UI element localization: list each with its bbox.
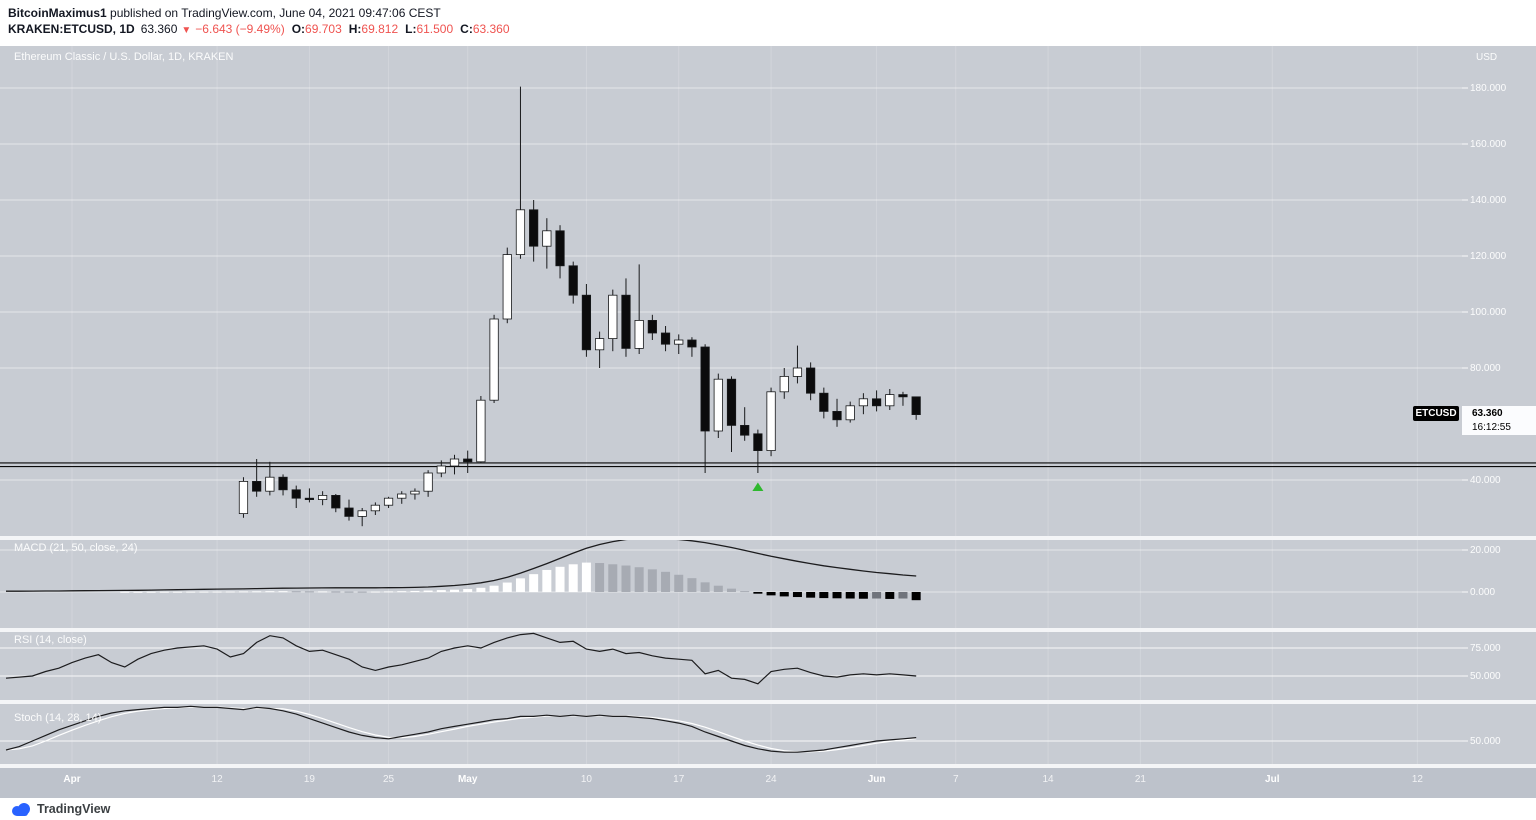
candle — [370, 504, 380, 512]
price-change: −6.643 (−9.49%) — [195, 22, 285, 36]
candle — [568, 265, 578, 296]
candle — [687, 339, 697, 348]
candle — [489, 318, 499, 401]
rsi-line — [5, 632, 917, 685]
symbol-title: KRAKEN:ETCUSD, 1D — [8, 22, 135, 36]
macd-line — [6, 540, 917, 592]
author-name[interactable]: BitcoinMaximus1 — [8, 6, 107, 20]
candle — [674, 339, 684, 345]
candle — [608, 294, 618, 340]
candle — [647, 319, 657, 334]
price-tag-countdown: 16:12:55 — [1472, 422, 1511, 433]
quote-line: KRAKEN:ETCUSD, 1D 63.360 ▼ −6.643 (−9.49%) O… — [8, 21, 1536, 39]
candle — [740, 424, 750, 436]
main-panel-title[interactable]: Ethereum Classic / U.S. Dollar, 1D, KRAK… — [14, 51, 234, 63]
candle — [832, 410, 842, 421]
candle — [660, 332, 671, 345]
candle — [581, 294, 592, 351]
published-text: published on TradingView.com, June 04, 2… — [106, 6, 441, 20]
candle — [344, 507, 354, 517]
low-value: 61.500 — [416, 22, 454, 36]
candle — [885, 394, 895, 407]
candle — [436, 465, 446, 474]
candle — [898, 394, 908, 398]
candle — [713, 378, 723, 432]
candle — [529, 209, 539, 247]
candle — [779, 375, 789, 393]
candle — [806, 367, 816, 394]
candle — [383, 497, 394, 506]
candle — [634, 319, 644, 349]
candle — [792, 367, 803, 377]
candle — [515, 209, 526, 256]
time-axis-strip — [0, 768, 1536, 798]
price-axis-unit: USD — [1476, 52, 1498, 63]
buy-marker-icon — [752, 482, 764, 491]
candle — [911, 396, 921, 415]
candle — [397, 493, 407, 499]
publication-header: BitcoinMaximus1 published on TradingView… — [0, 0, 1536, 46]
stoch-panel-title[interactable]: Stoch (14, 28, 14) — [14, 712, 102, 724]
candle — [700, 346, 710, 432]
open-value: 69.703 — [305, 22, 342, 36]
high-label: H: — [348, 22, 362, 36]
candle — [858, 398, 869, 407]
price-tag-box: 63.360 16:12:55 — [1462, 406, 1536, 435]
time-axis[interactable] — [0, 768, 1536, 798]
close-value: 63.360 — [472, 22, 510, 36]
candle — [845, 405, 855, 421]
high-value: 69.812 — [361, 22, 399, 36]
candle — [476, 399, 486, 463]
candle — [265, 476, 275, 492]
candle — [357, 510, 367, 517]
chart-canvas[interactable] — [0, 46, 1536, 798]
last-price: 63.360 — [140, 22, 178, 36]
candle — [819, 392, 829, 412]
candle — [238, 480, 249, 514]
candle — [542, 230, 552, 247]
candle — [252, 480, 262, 492]
low-label: L: — [405, 22, 417, 36]
chart-area[interactable]: 180.000 160.000 140.000 120.000 100.000 80.00… — [0, 46, 1536, 798]
rsi-panel-title[interactable]: RSI (14, close) — [14, 634, 87, 646]
stoch-k-line — [5, 705, 917, 753]
macd-histogram — [120, 562, 921, 601]
candle — [463, 458, 473, 463]
candle — [278, 476, 288, 491]
candle — [291, 489, 301, 499]
candle — [410, 490, 420, 495]
price-tag: ETCUSD 63.360 16:12:55 — [1413, 406, 1536, 435]
candle — [726, 378, 737, 426]
candle — [318, 494, 328, 500]
price-tag-symbol: ETCUSD — [1413, 406, 1459, 421]
tradingview-logo-icon[interactable] — [10, 801, 32, 817]
candles-layer — [238, 86, 921, 527]
open-label: O: — [291, 22, 306, 36]
candle — [423, 472, 433, 492]
candle — [502, 254, 512, 320]
close-label: C: — [460, 22, 473, 36]
stoch-d-line — [5, 706, 917, 753]
candle — [449, 458, 460, 467]
candle — [331, 494, 341, 509]
candle — [304, 497, 315, 501]
candle — [766, 391, 776, 451]
footer: TradingView — [0, 798, 1536, 820]
candle — [621, 294, 631, 349]
price-tag-value: 63.360 — [1472, 408, 1503, 419]
published-line: BitcoinMaximus1 published on TradingView… — [8, 6, 1536, 21]
candle — [753, 433, 763, 451]
macd-panel-title[interactable]: MACD (21, 50, close, 24) — [14, 542, 138, 554]
down-arrow-icon: ▼ — [181, 25, 192, 36]
candle — [871, 398, 882, 407]
tradingview-brand[interactable]: TradingView — [37, 802, 111, 816]
candle — [595, 338, 605, 351]
candle — [555, 230, 565, 267]
